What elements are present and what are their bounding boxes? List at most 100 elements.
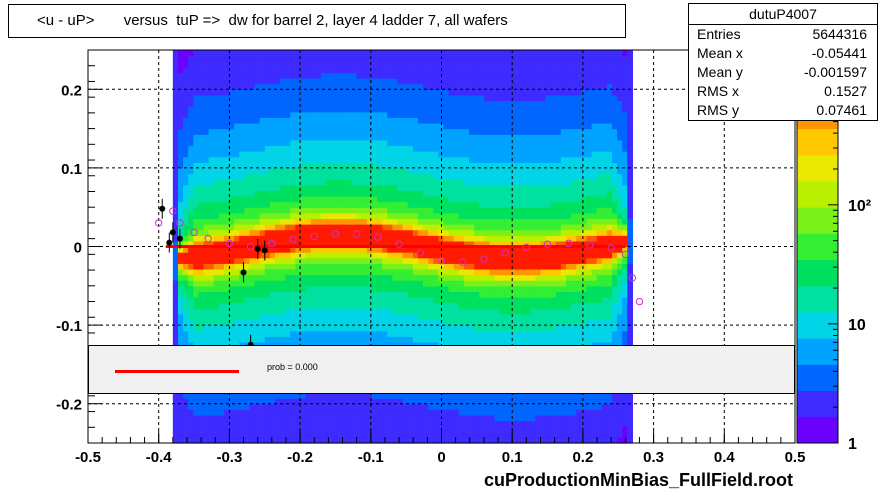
heatmap-cell [310,280,317,287]
heatmap-cell [264,325,271,332]
heatmap-cell [177,151,184,158]
heatmap-cell [295,246,302,253]
heatmap-cell [474,61,480,68]
heatmap-cell [239,409,245,416]
heatmap-cell [269,179,276,186]
heatmap-cell [305,162,312,169]
heatmap-cell [320,240,327,248]
heatmap-cell [203,50,210,57]
heatmap-cell [208,195,215,203]
heatmap-cell [346,240,353,248]
heatmap-cell [310,184,317,191]
heatmap-cell [310,139,317,147]
heatmap-cell [530,297,536,304]
heatmap-cell [341,252,348,259]
heatmap-cell [392,319,399,326]
heatmap-cell [397,139,404,147]
heatmap-cell [326,291,332,298]
heatmap-cell [223,94,230,102]
heatmap-cell [264,224,271,231]
heatmap-cell [458,403,465,410]
heatmap-cell [489,145,496,152]
heatmap-cell [249,403,256,410]
heatmap-cell [392,173,399,180]
heatmap-cell [484,83,491,90]
heatmap-cell [530,409,536,416]
heatmap-cell [331,392,337,399]
heatmap-cell [280,392,286,399]
heatmap-cell [172,145,179,152]
heatmap-cell [514,72,521,79]
heatmap-cell [458,218,465,225]
heatmap-cell [428,55,434,62]
heatmap-cell [474,134,480,141]
heatmap-cell [193,134,199,141]
heatmap-cell [366,94,373,102]
heatmap-cell [392,398,399,405]
heatmap-cell [458,398,465,405]
heatmap-cell [239,173,245,180]
heatmap-cell [269,66,276,74]
heatmap-cell [463,302,470,309]
heatmap-cell [453,50,460,57]
heatmap-cell [509,50,516,57]
heatmap-cell [504,162,511,169]
heatmap-cell [443,426,450,433]
heatmap-cell [336,50,342,57]
heatmap-cell [183,297,189,304]
heatmap-cell [188,420,194,427]
heatmap-cell [234,162,240,169]
heatmap-cell [443,414,450,422]
heatmap-cell [239,308,245,315]
heatmap-cell [213,229,220,236]
heatmap-cell [259,117,266,124]
heatmap-cell [387,285,394,293]
heatmap-cell [331,184,337,191]
heatmap-cell [494,291,501,298]
heatmap-cell [438,224,445,231]
heatmap-cell [479,111,485,118]
heatmap-cell [254,156,261,163]
heatmap-cell [443,106,450,113]
heatmap-cell [223,308,230,315]
heatmap-cell [484,162,491,169]
heatmap-cell [392,409,399,416]
heatmap-cell [331,268,337,276]
heatmap-cell [315,100,322,107]
heatmap-cell [433,72,439,79]
heatmap-cell [239,167,245,175]
heatmap-cell [423,61,429,68]
heatmap-cell [331,336,337,343]
heatmap-cell [423,274,429,281]
heatmap-cell [290,257,296,264]
heatmap-cell [499,308,506,315]
heatmap-cell [361,313,368,321]
heatmap-cell [468,240,475,248]
heatmap-cell [320,83,327,90]
heatmap-cell [336,212,342,220]
heatmap-cell [504,246,511,253]
heatmap-cell [397,297,404,304]
heatmap-cell [285,403,291,410]
heatmap-cell [423,195,429,203]
heatmap-cell [234,179,240,186]
heatmap-cell [351,94,358,102]
heatmap-cell [407,184,414,191]
heatmap-cell [223,291,230,298]
heatmap-cell [417,308,424,315]
heatmap-cell [208,224,215,231]
heatmap-cell [346,257,353,264]
heatmap-cell [269,257,276,264]
heatmap-cell [484,128,491,135]
heatmap-cell [474,207,480,214]
heatmap-cell [208,145,215,152]
heatmap-cell [392,246,399,253]
heatmap-cell [392,111,399,118]
heatmap-cell [520,78,526,85]
heatmap-cell [458,291,465,298]
heatmap-cell [525,235,531,242]
heatmap-cell [428,184,434,191]
heatmap-cell [514,330,521,337]
heatmap-cell [387,240,394,248]
heatmap-cell [234,240,240,248]
